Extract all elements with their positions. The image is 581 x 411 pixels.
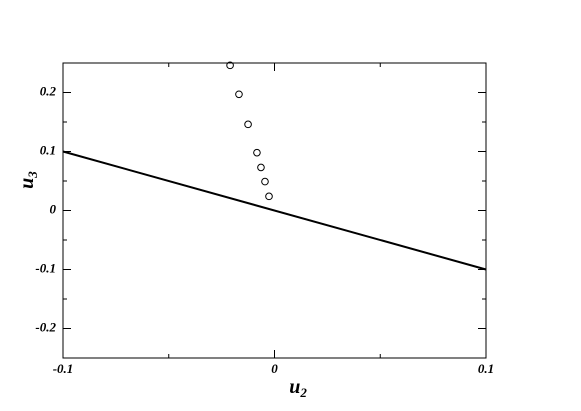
point [257, 163, 265, 172]
x-tick-label: -0.1 [53, 361, 74, 376]
point [244, 120, 252, 129]
point [265, 192, 273, 201]
point [235, 90, 243, 99]
y-tick-label: 0 [50, 201, 57, 216]
point [253, 148, 261, 157]
point [226, 61, 234, 70]
x-tick-label: 0 [271, 361, 278, 376]
y-tick-label: 0.1 [40, 142, 56, 157]
y-tick-label: -0.1 [35, 260, 56, 275]
y-tick-label: -0.2 [35, 319, 56, 334]
y-axis-label: u3 [16, 171, 40, 189]
x-tick-label: 0.1 [478, 361, 494, 376]
x-axis-label: u2 [289, 376, 307, 400]
reference-line [62, 150, 487, 271]
y-tick-label: 0.2 [40, 83, 57, 98]
point [261, 177, 269, 186]
